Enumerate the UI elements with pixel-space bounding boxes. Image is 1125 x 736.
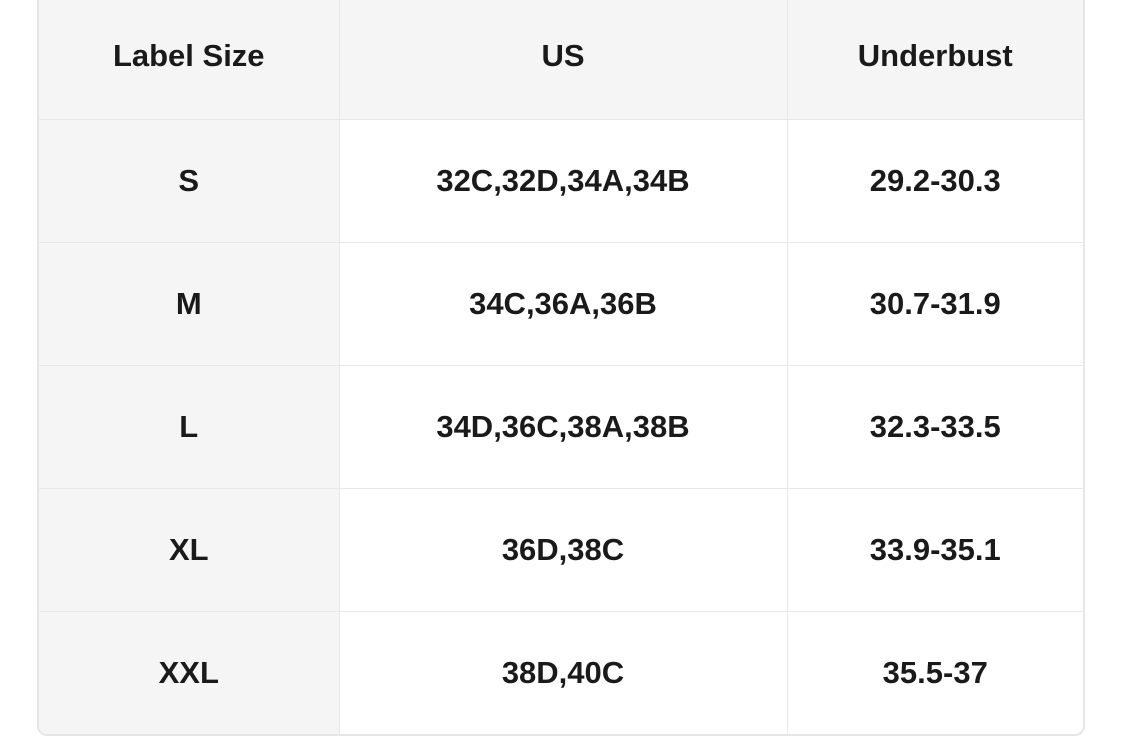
label-size-cell: M [39, 242, 340, 366]
header-us: US [338, 0, 788, 120]
underbust-cell: 35.5-37 [786, 611, 1083, 734]
label-size-cell: XXL [39, 611, 340, 734]
table-row: L 34D,36C,38A,38B 32.3-33.5 [39, 365, 1083, 489]
label-size-cell: XL [39, 488, 340, 612]
size-chart-table: Label Size US Underbust S 32C,32D,34A,34… [37, 0, 1085, 736]
table-row: S 32C,32D,34A,34B 29.2-30.3 [39, 119, 1083, 243]
header-row: Label Size US Underbust [39, 0, 1083, 120]
us-cell: 36D,38C [338, 488, 788, 612]
us-cell: 38D,40C [338, 611, 788, 734]
header-underbust: Underbust [786, 0, 1083, 120]
label-size-cell: L [39, 365, 340, 489]
underbust-cell: 29.2-30.3 [786, 119, 1083, 243]
underbust-cell: 33.9-35.1 [786, 488, 1083, 612]
us-cell: 34D,36C,38A,38B [338, 365, 788, 489]
underbust-cell: 30.7-31.9 [786, 242, 1083, 366]
table-row: XXL 38D,40C 35.5-37 [39, 611, 1083, 734]
us-cell: 34C,36A,36B [338, 242, 788, 366]
table-row: M 34C,36A,36B 30.7-31.9 [39, 242, 1083, 366]
us-cell: 32C,32D,34A,34B [338, 119, 788, 243]
underbust-cell: 32.3-33.5 [786, 365, 1083, 489]
table-row: XL 36D,38C 33.9-35.1 [39, 488, 1083, 612]
label-size-cell: S [39, 119, 340, 243]
header-label-size: Label Size [39, 0, 340, 120]
